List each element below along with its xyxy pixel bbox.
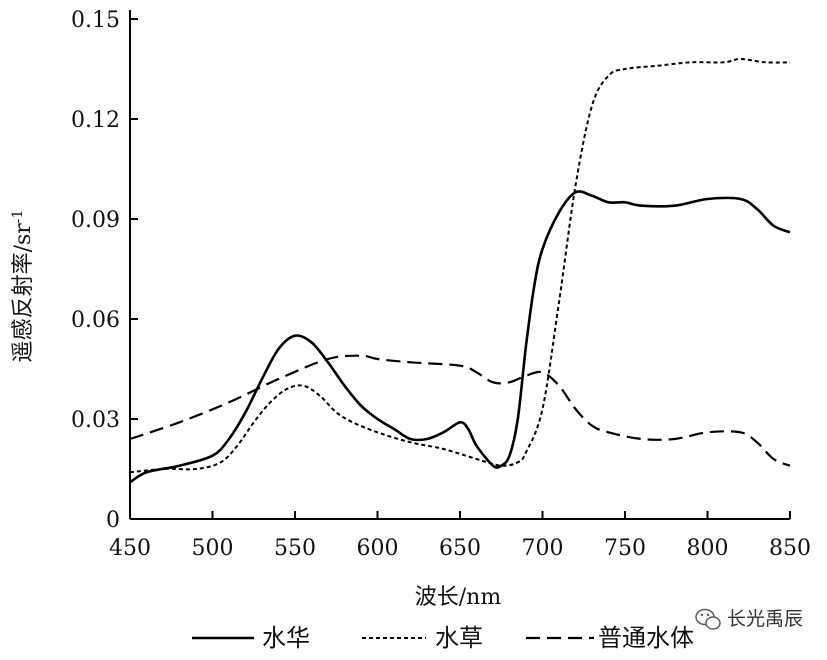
wechat-icon <box>695 608 721 630</box>
x-tick-label: 800 <box>687 536 729 561</box>
watermark: 长光禹辰 <box>695 608 803 630</box>
y-tick-label: 0.06 <box>71 308 120 333</box>
series-lines <box>129 58 791 484</box>
legend-label-0: 水华 <box>262 624 310 652</box>
x-tick-label: 850 <box>769 536 811 561</box>
legend-label-2: 普通水体 <box>598 624 694 652</box>
y-axis-title-superscript: -1 <box>10 210 26 224</box>
y-tick-label: 0.12 <box>71 108 120 133</box>
y-tick-label: 0.09 <box>71 208 120 233</box>
x-tick-label: 600 <box>357 536 399 561</box>
x-tick-label: 500 <box>192 536 234 561</box>
y-tick-label: 0.03 <box>71 408 120 433</box>
axes <box>129 10 790 520</box>
x-ticks: 450 500 550 600 650 700 750 800 850 <box>109 511 811 561</box>
watermark-text: 长光禹辰 <box>727 608 803 630</box>
x-tick-label: 750 <box>604 536 646 561</box>
series-line-2 <box>129 354 791 467</box>
y-axis-title: 遥感反射率/sr-1 <box>10 210 36 363</box>
x-tick-label: 450 <box>109 536 151 561</box>
x-tick-label: 550 <box>274 536 316 561</box>
y-tick-label: 0.15 <box>71 8 120 33</box>
y-tick-label: 0 <box>106 508 120 533</box>
legend: 水华 水草 普通水体 <box>192 624 694 652</box>
series-line-0 <box>129 190 791 484</box>
x-axis-title: 波长/nm <box>415 585 502 610</box>
y-ticks: 0 0.03 0.06 0.09 0.12 0.15 <box>71 8 138 533</box>
y-axis-title-text: 遥感反射率/sr <box>11 223 36 363</box>
x-tick-label: 700 <box>522 536 564 561</box>
x-tick-label: 650 <box>439 536 481 561</box>
series-line-1 <box>129 58 791 474</box>
legend-label-1: 水草 <box>435 624 483 652</box>
